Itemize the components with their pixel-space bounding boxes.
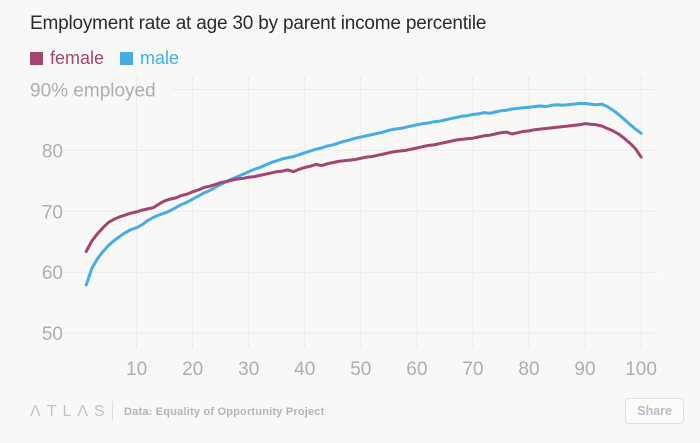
x-tick-label: 30 [238,359,259,380]
legend-label-male: male [140,48,180,68]
data-source-label: Data: Equality of Opportunity Project [124,406,325,418]
legend-item-male: male [120,48,179,69]
y-tick-label: 50 [42,324,63,345]
x-tick-label: 40 [294,359,315,380]
male-line [84,102,643,287]
legend-item-female: female [30,48,104,69]
legend-label-female: female [50,48,105,68]
female-line [84,122,643,253]
x-tick-label: 90 [574,359,595,380]
x-tick-label: 50 [350,359,371,380]
y-tick-label: 80 [42,141,63,162]
y-tick-label: 70 [42,202,63,223]
share-button[interactable]: Share [625,398,684,424]
x-tick-label: 60 [406,359,427,380]
male-swatch-icon [120,52,134,65]
footer-divider [112,401,113,420]
female-swatch-icon [30,52,43,65]
y-tick-label: 90% employed [30,81,156,102]
y-tick-label: 60 [42,263,63,284]
x-tick-label: 80 [518,359,539,380]
footer: ΛTLΛS Data: Equality of Opportunity Proj… [0,392,700,443]
x-tick-label: 100 [625,359,657,380]
x-tick-label: 20 [182,359,203,380]
chart-title: Employment rate at age 30 by parent inco… [30,13,487,34]
atlas-logo: ΛTLΛS [30,403,111,420]
line-chart: 10 20 30 40 50 60 70 80 90 100 90% employed 80 70 60 5… [30,76,657,380]
x-tick-label: 10 [126,359,147,380]
x-tick-label: 70 [462,359,483,380]
legend: female male [30,48,179,69]
